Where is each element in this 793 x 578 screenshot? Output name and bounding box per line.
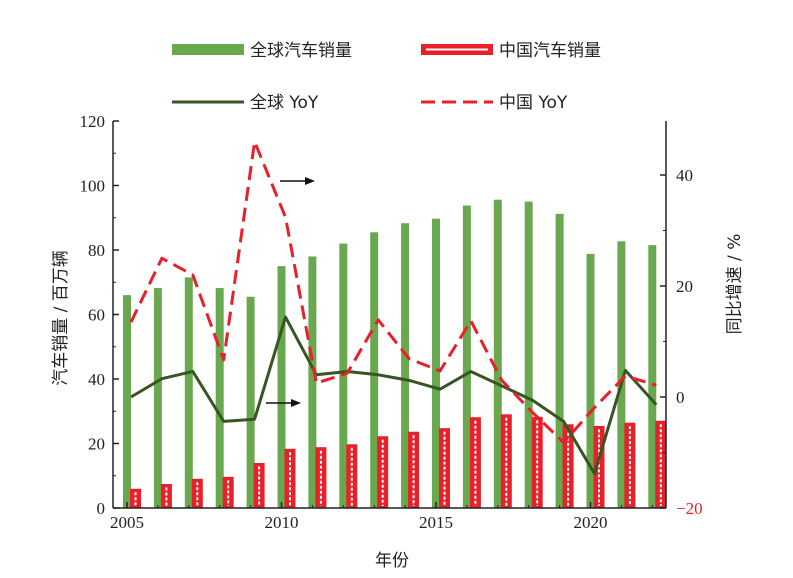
y-tick-label-40: 40 <box>88 370 105 389</box>
y2-tick-label-0: 0 <box>676 388 685 407</box>
global-bar-2016 <box>462 205 471 508</box>
global-bar-2007 <box>184 277 193 508</box>
x-tick-label-2005: 2005 <box>110 513 144 532</box>
global-bar-2011 <box>308 256 317 508</box>
global-bar-2010 <box>277 266 286 508</box>
global-bar-2015 <box>432 218 440 508</box>
china-bar-2009 <box>253 462 265 509</box>
x-tick-label-2015: 2015 <box>419 513 453 532</box>
global-bar-2005 <box>123 295 131 508</box>
arrow-upper-head <box>305 177 315 185</box>
global-bar-2022 <box>648 245 657 508</box>
y-tick-label-0: 0 <box>97 499 106 518</box>
y2-tick-label-40: 40 <box>676 166 693 185</box>
global-bar-2019 <box>555 213 564 508</box>
y2-tick-label--20: −20 <box>676 499 703 518</box>
legend-label-global-sales: 全球汽车销量 <box>250 41 352 61</box>
y-tick-label-20: 20 <box>88 435 105 454</box>
global-bar-2009 <box>246 296 255 508</box>
china-bar-2021 <box>624 422 636 509</box>
global-bar-2020 <box>586 253 595 508</box>
y-tick-label-80: 80 <box>88 241 105 260</box>
global-bar-2013 <box>370 232 379 508</box>
y-tick-label-60: 60 <box>88 306 105 325</box>
legend-label-china-yoy: 中国 YoY <box>499 93 568 113</box>
legend-label-global-yoy: 全球 YoY <box>250 93 319 113</box>
y2-axis-title: 同比增速 / % <box>725 234 745 335</box>
global-bar-2018 <box>524 201 533 508</box>
global-bar-2006 <box>153 288 162 508</box>
china-sales-bars <box>130 414 667 509</box>
global-bar-2014 <box>401 223 410 509</box>
legend-label-china-sales: 中国汽车销量 <box>499 41 601 61</box>
china-yoy-line <box>129 140 657 445</box>
chart-axes <box>112 120 667 509</box>
global-sales-bars <box>123 199 657 509</box>
yoy-lines <box>129 140 658 476</box>
x-tick-label-2020: 2020 <box>574 513 608 532</box>
arrow-lower-head <box>291 399 301 407</box>
y2-tick-label-20: 20 <box>676 277 693 296</box>
global-bar-2008 <box>215 288 224 508</box>
tick-labels: 0 20 40 60 80 100 120 −20 0 20 40 2005 2010 2015 2020 <box>80 112 703 532</box>
x-axis-title: 年份 <box>375 551 409 571</box>
global-bar-2021 <box>617 241 626 509</box>
legend-swatch-global-sales <box>172 44 244 55</box>
y-tick-label-100: 100 <box>80 177 106 196</box>
x-tick-label-2010: 2010 <box>265 513 299 532</box>
global-bar-2017 <box>493 199 502 508</box>
global-yoy-line <box>130 315 658 476</box>
y-axis-title: 汽车销量 / 百万辆 <box>51 250 71 386</box>
axis-arrows <box>266 177 315 407</box>
y-tick-label-120: 120 <box>80 112 106 131</box>
